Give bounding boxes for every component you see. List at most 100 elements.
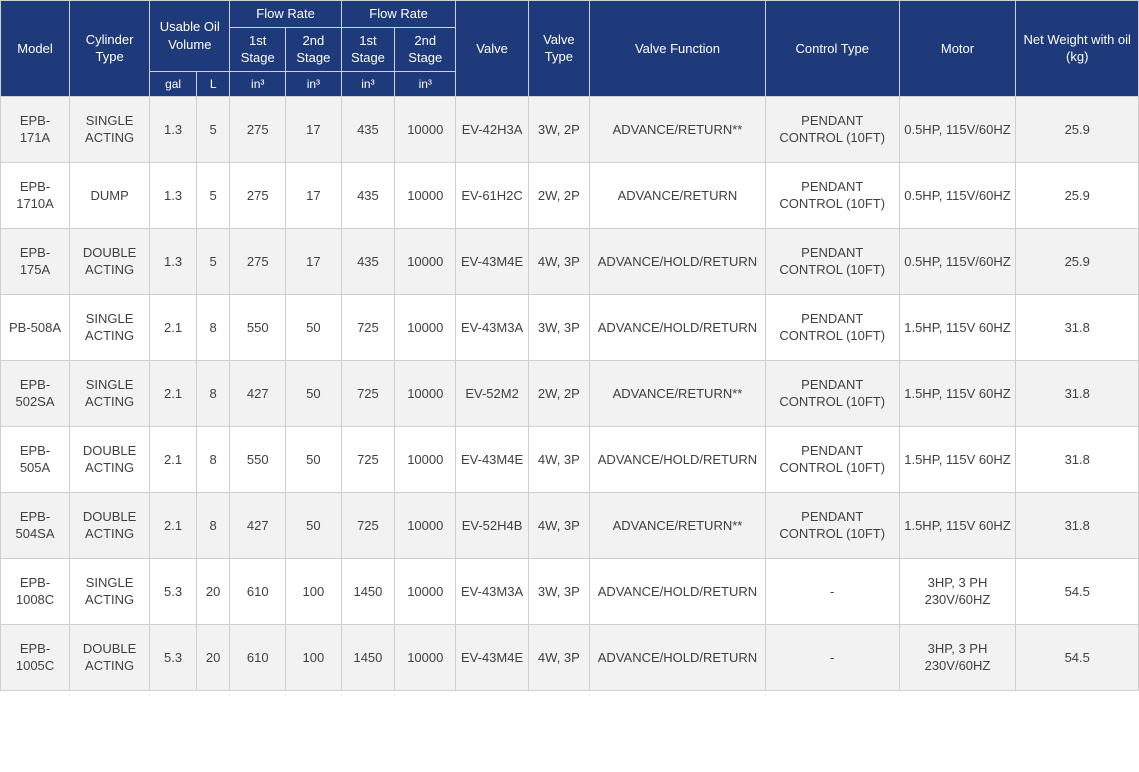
- cell-gal: 5.3: [150, 558, 197, 624]
- unit-in3-4: in³: [395, 71, 456, 96]
- cell-weight: 25.9: [1016, 228, 1139, 294]
- cell-vfunc: ADVANCE/HOLD/RETURN: [590, 426, 766, 492]
- cell-model: EPB-1008C: [1, 558, 70, 624]
- unit-in3-3: in³: [341, 71, 394, 96]
- cell-fr2: 50: [286, 360, 342, 426]
- cell-fr1: 610: [230, 624, 286, 690]
- cell-fr4: 10000: [395, 492, 456, 558]
- cell-fr4: 10000: [395, 162, 456, 228]
- cell-motor: 1.5HP, 115V 60HZ: [899, 294, 1016, 360]
- cell-vtype: 4W, 3P: [528, 492, 589, 558]
- cell-ctrl: PENDANT CONTROL (10FT): [765, 492, 899, 558]
- cell-ctrl: PENDANT CONTROL (10FT): [765, 96, 899, 162]
- cell-gal: 2.1: [150, 492, 197, 558]
- table-row: PB-508ASINGLE ACTING2.185505072510000EV-…: [1, 294, 1139, 360]
- cell-model: EPB-1005C: [1, 624, 70, 690]
- cell-fr3: 435: [341, 96, 394, 162]
- cell-motor: 0.5HP, 115V/60HZ: [899, 228, 1016, 294]
- cell-l: 5: [196, 96, 229, 162]
- cell-valve: EV-52H4B: [456, 492, 528, 558]
- cell-cylinder: SINGLE ACTING: [70, 360, 150, 426]
- cell-fr2: 50: [286, 492, 342, 558]
- cell-valve: EV-43M3A: [456, 558, 528, 624]
- col-usable-oil: Usable Oil Volume: [150, 1, 230, 72]
- cell-weight: 31.8: [1016, 426, 1139, 492]
- cell-valve: EV-61H2C: [456, 162, 528, 228]
- cell-valve: EV-43M4E: [456, 228, 528, 294]
- cell-fr2: 100: [286, 558, 342, 624]
- cell-gal: 2.1: [150, 360, 197, 426]
- col-stage1a: 1st Stage: [230, 27, 286, 71]
- cell-vtype: 2W, 2P: [528, 162, 589, 228]
- cell-fr3: 725: [341, 426, 394, 492]
- cell-fr3: 1450: [341, 558, 394, 624]
- cell-vfunc: ADVANCE/RETURN: [590, 162, 766, 228]
- cell-motor: 0.5HP, 115V/60HZ: [899, 96, 1016, 162]
- cell-model: EPB-175A: [1, 228, 70, 294]
- col-valve-type: Valve Type: [528, 1, 589, 97]
- cell-ctrl: -: [765, 624, 899, 690]
- cell-vfunc: ADVANCE/RETURN**: [590, 360, 766, 426]
- cell-weight: 54.5: [1016, 624, 1139, 690]
- cell-fr3: 725: [341, 294, 394, 360]
- table-row: EPB-505ADOUBLE ACTING2.185505072510000EV…: [1, 426, 1139, 492]
- cell-ctrl: PENDANT CONTROL (10FT): [765, 360, 899, 426]
- cell-fr2: 100: [286, 624, 342, 690]
- cell-weight: 31.8: [1016, 360, 1139, 426]
- cell-weight: 25.9: [1016, 162, 1139, 228]
- cell-fr1: 550: [230, 426, 286, 492]
- cell-model: EPB-505A: [1, 426, 70, 492]
- cell-l: 5: [196, 162, 229, 228]
- cell-vtype: 3W, 2P: [528, 96, 589, 162]
- cell-l: 8: [196, 492, 229, 558]
- cell-vfunc: ADVANCE/HOLD/RETURN: [590, 558, 766, 624]
- unit-gal: gal: [150, 71, 197, 96]
- col-cylinder-type: Cylinder Type: [70, 1, 150, 97]
- cell-fr4: 10000: [395, 624, 456, 690]
- table-row: EPB-502SASINGLE ACTING2.184275072510000E…: [1, 360, 1139, 426]
- col-model: Model: [1, 1, 70, 97]
- cell-motor: 1.5HP, 115V 60HZ: [899, 492, 1016, 558]
- cell-vtype: 2W, 2P: [528, 360, 589, 426]
- cell-gal: 5.3: [150, 624, 197, 690]
- cell-ctrl: PENDANT CONTROL (10FT): [765, 162, 899, 228]
- cell-fr3: 435: [341, 162, 394, 228]
- cell-valve: EV-43M3A: [456, 294, 528, 360]
- cell-vtype: 3W, 3P: [528, 558, 589, 624]
- cell-fr2: 17: [286, 96, 342, 162]
- cell-l: 8: [196, 426, 229, 492]
- cell-cylinder: DOUBLE ACTING: [70, 492, 150, 558]
- cell-fr1: 275: [230, 162, 286, 228]
- col-stage2a: 2nd Stage: [286, 27, 342, 71]
- cell-fr2: 17: [286, 162, 342, 228]
- cell-vtype: 3W, 3P: [528, 294, 589, 360]
- cell-vfunc: ADVANCE/RETURN**: [590, 492, 766, 558]
- cell-weight: 31.8: [1016, 492, 1139, 558]
- cell-fr4: 10000: [395, 426, 456, 492]
- cell-gal: 1.3: [150, 228, 197, 294]
- cell-vfunc: ADVANCE/HOLD/RETURN: [590, 294, 766, 360]
- cell-fr1: 275: [230, 96, 286, 162]
- spec-table: Model Cylinder Type Usable Oil Volume Fl…: [0, 0, 1139, 691]
- cell-motor: 3HP, 3 PH 230V/60HZ: [899, 558, 1016, 624]
- cell-vfunc: ADVANCE/HOLD/RETURN: [590, 228, 766, 294]
- cell-valve: EV-42H3A: [456, 96, 528, 162]
- cell-cylinder: SINGLE ACTING: [70, 294, 150, 360]
- cell-fr1: 610: [230, 558, 286, 624]
- cell-cylinder: DOUBLE ACTING: [70, 624, 150, 690]
- cell-fr1: 275: [230, 228, 286, 294]
- cell-cylinder: DOUBLE ACTING: [70, 426, 150, 492]
- unit-in3-1: in³: [230, 71, 286, 96]
- unit-l: L: [196, 71, 229, 96]
- cell-fr4: 10000: [395, 360, 456, 426]
- cell-model: PB-508A: [1, 294, 70, 360]
- col-flow-rate-b: Flow Rate: [341, 1, 456, 28]
- cell-gal: 2.1: [150, 294, 197, 360]
- cell-gal: 1.3: [150, 162, 197, 228]
- cell-motor: 1.5HP, 115V 60HZ: [899, 426, 1016, 492]
- cell-fr1: 550: [230, 294, 286, 360]
- cell-vtype: 4W, 3P: [528, 426, 589, 492]
- cell-ctrl: PENDANT CONTROL (10FT): [765, 426, 899, 492]
- cell-cylinder: SINGLE ACTING: [70, 558, 150, 624]
- cell-motor: 1.5HP, 115V 60HZ: [899, 360, 1016, 426]
